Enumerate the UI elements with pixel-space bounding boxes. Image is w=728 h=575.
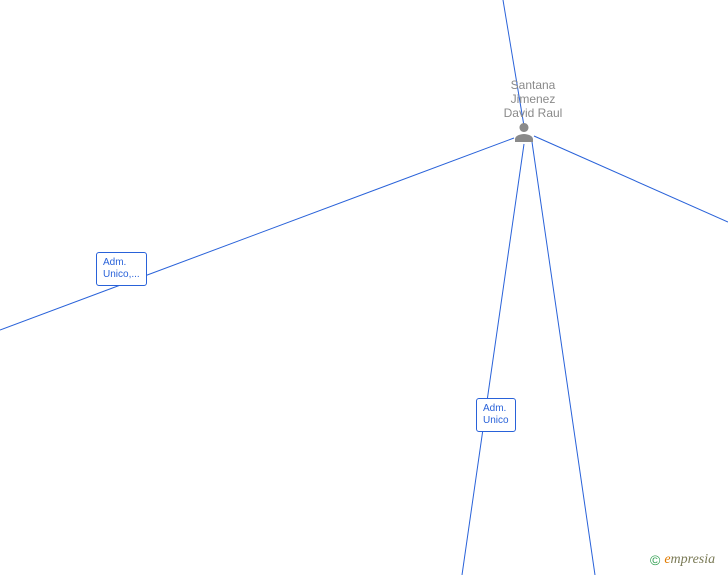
edge-label[interactable]: Adm. Unico (476, 398, 516, 432)
copyright-symbol: © (650, 552, 660, 568)
edge-label[interactable]: Adm. Unico,... (96, 252, 147, 286)
watermark: © e mpresia (650, 552, 715, 568)
edge-line (534, 136, 728, 222)
edge-line (532, 142, 595, 575)
brand-rest: mpresia (671, 552, 716, 568)
person-node-label: Santana Jimenez David Raul (498, 78, 568, 120)
person-icon[interactable] (512, 120, 536, 149)
network-canvas (0, 0, 728, 575)
edge-line (0, 138, 514, 330)
edges-group (0, 0, 728, 575)
edge-line (462, 144, 524, 575)
